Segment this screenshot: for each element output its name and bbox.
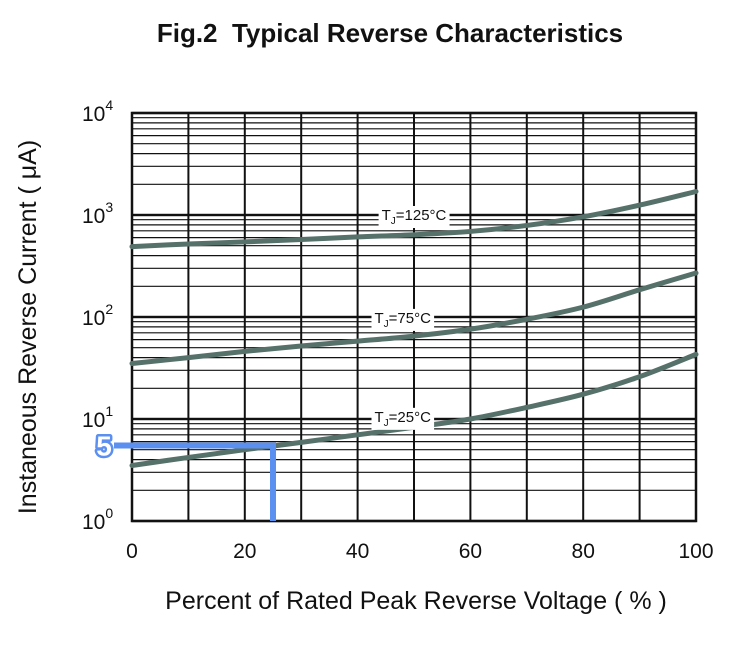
y-tick-label: 101	[82, 403, 113, 432]
series-label-2: TJ=25°C	[374, 409, 431, 429]
series-line-0	[129, 188, 699, 250]
y-tick-label: 103	[82, 199, 113, 228]
y-tick-label: 100	[82, 505, 113, 534]
x-tick-label: 100	[678, 540, 713, 563]
annotation: 5	[94, 428, 276, 521]
series-curves: TJ=125°C TJ=75°C TJ=25°C	[129, 188, 699, 469]
x-axis-label: Percent of Rated Peak Reverse Voltage ( …	[165, 587, 667, 615]
x-tick-label: 60	[459, 540, 482, 563]
y-tick-label: 102	[82, 301, 113, 330]
annotation-value-label: 5	[96, 430, 112, 461]
y-tick-label: 104	[82, 97, 113, 126]
chart-title: Fig.2 Typical Reverse Characteristics	[157, 18, 623, 48]
series-line-1	[129, 270, 699, 367]
x-tick-label: 20	[233, 540, 256, 563]
x-tick-label: 80	[572, 540, 595, 563]
annotation-guide-line	[114, 442, 276, 521]
plot-frame	[130, 111, 698, 523]
y-axis-label: Instaneous Reverse Current ( μA)	[14, 140, 42, 514]
series-label-1: TJ=75°C	[374, 310, 431, 330]
tick-labels: 0 20 40 60 80 100 100 101 102 103 104	[82, 97, 714, 563]
series-label-0: TJ=125°C	[382, 207, 447, 227]
x-tick-label: 40	[346, 540, 369, 563]
series-label-bg	[371, 308, 435, 331]
x-tick-label: 0	[126, 540, 138, 563]
series-label-bg	[378, 206, 450, 228]
series-label-bg	[371, 407, 435, 430]
